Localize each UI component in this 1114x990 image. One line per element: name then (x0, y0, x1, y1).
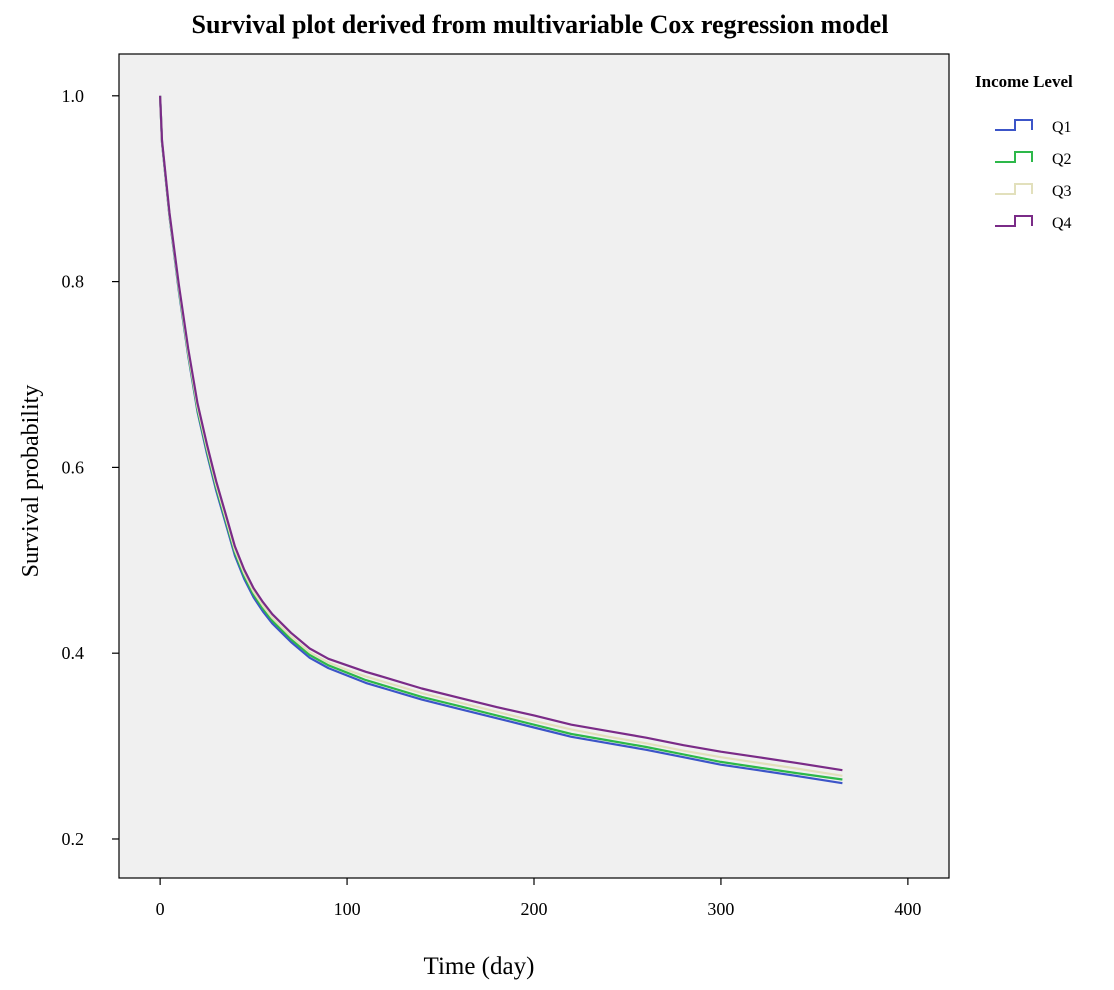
legend-swatch-q2 (995, 151, 1033, 163)
legend-swatch-q4 (995, 215, 1033, 227)
series-layer (159, 95, 843, 785)
y-tick-label: 1.0 (62, 86, 85, 106)
legend-label-q2: Q2 (1052, 151, 1072, 168)
x-tick-label: 400 (894, 899, 921, 919)
legend-title: Income Level (975, 72, 1073, 91)
x-tick-label: 100 (334, 899, 361, 919)
x-tick-label: 200 (521, 899, 548, 919)
y-tick-label: 0.6 (62, 457, 85, 477)
plot-area (118, 53, 950, 879)
legend-swatch-q1 (995, 119, 1033, 131)
y-tick-label: 0.2 (62, 829, 85, 849)
legend-swatch-q3 (995, 183, 1033, 195)
chart-title: Survival plot derived from multivariable… (192, 10, 889, 39)
x-tick-label: 300 (707, 899, 734, 919)
legend: Q1 Q2 Q3 Q4 (995, 119, 1072, 232)
x-tick-label: 0 (156, 899, 165, 919)
x-axis: 0 100 200 300 400 (156, 878, 921, 919)
legend-label-q4: Q4 (1052, 215, 1072, 232)
y-axis-label: Survival probability (18, 385, 44, 578)
y-tick-label: 0.8 (62, 272, 85, 292)
legend-label-q1: Q1 (1052, 119, 1072, 136)
series-line-q4 (159, 95, 843, 772)
legend-label-q3: Q3 (1052, 183, 1072, 200)
y-axis: 0.2 0.4 0.6 0.8 1.0 (62, 86, 119, 849)
x-axis-label: Time (day) (424, 953, 535, 980)
y-tick-label: 0.4 (62, 643, 85, 663)
